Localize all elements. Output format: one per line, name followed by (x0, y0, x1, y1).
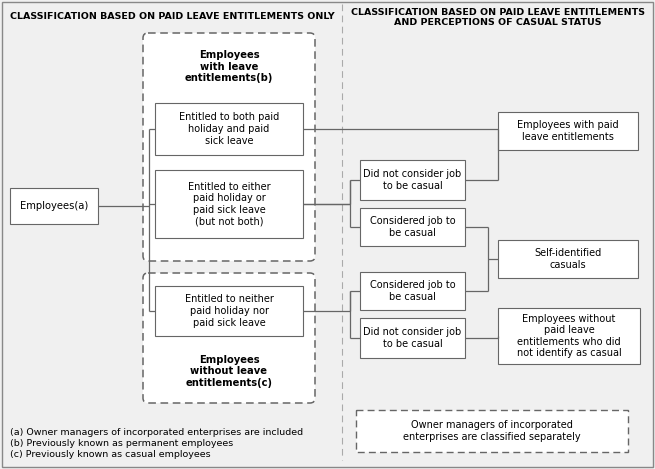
Bar (155, 170, 303, 238)
Text: Employees(a): Employees(a) (20, 201, 88, 211)
Text: Did not consider job
to be casual: Did not consider job to be casual (364, 327, 462, 349)
FancyBboxPatch shape (143, 273, 315, 403)
Text: Entitled to both paid
holiday and paid
sick leave: Entitled to both paid holiday and paid s… (179, 113, 279, 145)
Bar (498, 308, 640, 364)
Text: CLASSIFICATION BASED ON PAID LEAVE ENTITLEMENTS ONLY: CLASSIFICATION BASED ON PAID LEAVE ENTIT… (10, 12, 334, 21)
Text: Entitled to either
paid holiday or
paid sick leave
(but not both): Entitled to either paid holiday or paid … (188, 182, 271, 227)
Text: Considered job to
be casual: Considered job to be casual (369, 216, 455, 238)
Bar (360, 318, 465, 358)
Text: Employees
with leave
entitlements(b): Employees with leave entitlements(b) (185, 50, 273, 83)
Text: (a) Owner managers of incorporated enterprises are included: (a) Owner managers of incorporated enter… (10, 428, 303, 437)
Text: Employees with paid
leave entitlements: Employees with paid leave entitlements (517, 120, 619, 142)
Bar (498, 112, 638, 150)
Bar (155, 103, 303, 155)
Text: Considered job to
be casual: Considered job to be casual (369, 280, 455, 302)
Bar (498, 240, 638, 278)
Bar (360, 160, 465, 200)
Text: (c) Previously known as casual employees: (c) Previously known as casual employees (10, 450, 211, 459)
Text: Employees without
paid leave
entitlements who did
not identify as casual: Employees without paid leave entitlement… (517, 314, 622, 358)
Bar (360, 208, 465, 246)
FancyBboxPatch shape (356, 410, 628, 452)
Bar (155, 286, 303, 336)
Text: Employees
without leave
entitlements(c): Employees without leave entitlements(c) (185, 355, 272, 388)
Bar (360, 272, 465, 310)
Bar (10, 188, 98, 224)
Text: (b) Previously known as permanent employees: (b) Previously known as permanent employ… (10, 439, 233, 448)
Text: Self-identified
casuals: Self-identified casuals (534, 248, 602, 270)
Text: CLASSIFICATION BASED ON PAID LEAVE ENTITLEMENTS
AND PERCEPTIONS OF CASUAL STATUS: CLASSIFICATION BASED ON PAID LEAVE ENTIT… (351, 8, 645, 27)
Text: Owner managers of incorporated
enterprises are classified separately: Owner managers of incorporated enterpris… (403, 420, 581, 442)
Text: Did not consider job
to be casual: Did not consider job to be casual (364, 169, 462, 191)
Text: Entitled to neither
paid holiday nor
paid sick leave: Entitled to neither paid holiday nor pai… (185, 295, 273, 328)
FancyBboxPatch shape (143, 33, 315, 261)
